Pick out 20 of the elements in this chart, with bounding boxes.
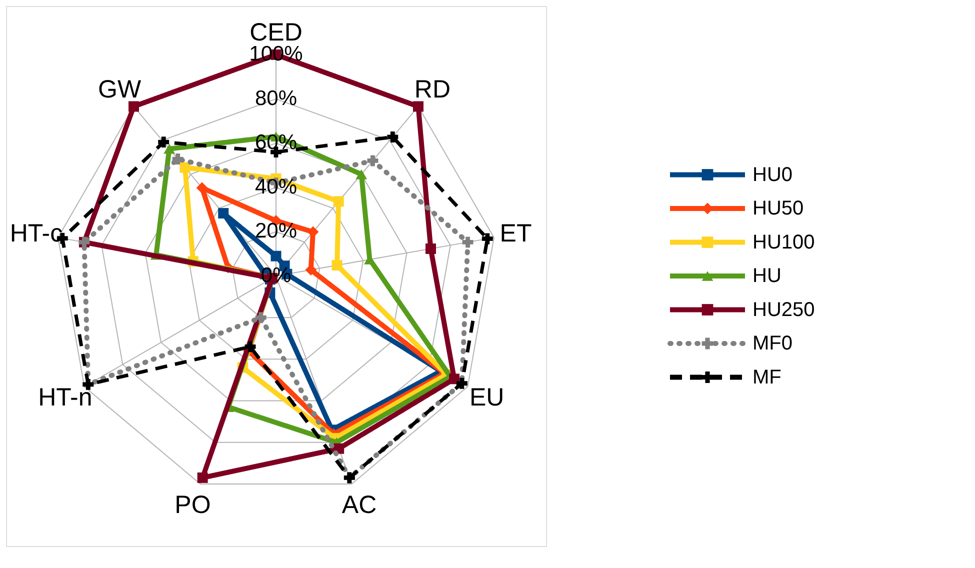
legend-label: MF0: [752, 332, 792, 354]
y-tick-label: 0%: [260, 264, 292, 287]
spoke-label: AC: [342, 490, 377, 519]
spoke-label: GW: [98, 76, 142, 104]
legend-label: HU: [752, 265, 782, 287]
legend-label: MF: [752, 366, 782, 388]
spoke-label: CED: [250, 18, 302, 47]
spoke-label: PO: [174, 490, 211, 519]
legend-label: HU50: [752, 198, 804, 220]
spoke-label: ET: [500, 220, 532, 248]
spoke-label: EU: [469, 384, 504, 412]
y-tick-label: 20%: [254, 220, 298, 243]
y-tick-label: 40%: [254, 175, 298, 198]
y-tick-label: 80%: [254, 86, 298, 110]
spoke-label: HT-c: [10, 220, 63, 248]
legend-label: HU0: [752, 164, 793, 186]
spoke-label: HT-n: [38, 384, 92, 412]
legend-label: HU250: [752, 298, 815, 321]
spoke-label: RD: [414, 76, 451, 104]
legend-label: HU100: [752, 231, 815, 254]
